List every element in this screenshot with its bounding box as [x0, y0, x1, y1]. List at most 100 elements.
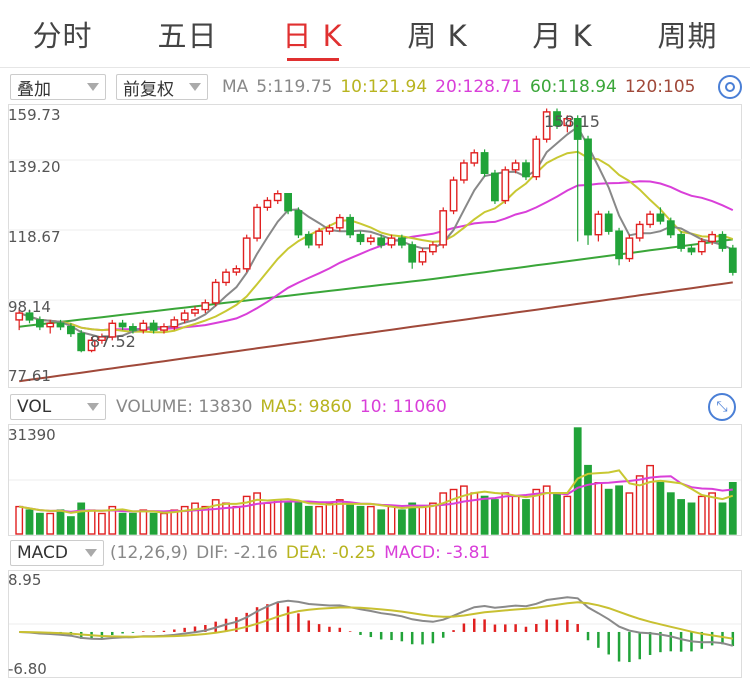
- candle-body: [108, 322, 117, 338]
- volume-bar: [656, 482, 665, 535]
- volume-bar: [180, 505, 189, 535]
- candle-body: [77, 332, 86, 352]
- price-panel: [8, 104, 742, 388]
- ma60-line: [19, 238, 733, 328]
- volume-bar: [728, 482, 737, 535]
- price-axis-top: 159.73: [8, 106, 61, 124]
- volume-bar: [408, 502, 417, 535]
- volume-bar: [573, 427, 582, 535]
- volume-value: VOLUME: 13830: [116, 397, 253, 417]
- candle-body: [222, 271, 230, 284]
- volume-bar: [718, 502, 727, 535]
- switch-icon[interactable]: ⤡: [708, 393, 736, 421]
- candle-body: [284, 192, 292, 212]
- macd-params: (12,26,9): [110, 543, 189, 563]
- period-tabs: 分时 五日 日 K 周 K 月 K 周期: [0, 0, 750, 68]
- tab-period[interactable]: 周期: [657, 18, 718, 53]
- volume-bar: [128, 512, 137, 535]
- volume-bar: [449, 488, 458, 535]
- ma60-value: 60:118.94: [530, 77, 617, 97]
- volume-bar: [294, 502, 303, 535]
- volume-bar: [201, 505, 210, 535]
- volume-ma10: 10: 11060: [359, 397, 447, 417]
- volume-bar: [460, 485, 468, 535]
- candle-body: [180, 312, 189, 321]
- ma10-line: [18, 150, 734, 334]
- candle-body: [232, 268, 241, 273]
- macd-indicator-dropdown[interactable]: MACD: [10, 540, 104, 566]
- candle-body: [615, 230, 624, 260]
- candle-body: [170, 319, 179, 328]
- candle-body: [398, 237, 406, 246]
- overlay-dropdown[interactable]: 叠加: [10, 74, 106, 100]
- chevron-down-icon: [189, 83, 201, 91]
- volume-bar: [284, 502, 292, 535]
- volume-bar: [708, 492, 717, 535]
- tab-daily-k[interactable]: 日 K: [250, 0, 375, 67]
- ma10-value: 10:121.94: [340, 77, 428, 97]
- candle-body: [418, 250, 427, 263]
- candle-body: [532, 138, 541, 178]
- candle-body: [697, 240, 706, 253]
- tab-monthly-k[interactable]: 月 K: [532, 18, 593, 53]
- candle-body: [356, 233, 365, 243]
- overlay-label: 叠加: [17, 79, 51, 100]
- volume-ma5: MA5: 9860: [260, 397, 352, 417]
- candle-body: [160, 326, 168, 331]
- candle-body: [604, 213, 613, 232]
- candle-body: [460, 162, 468, 181]
- candle-body: [15, 312, 24, 321]
- volume-bar: [398, 509, 406, 535]
- high-price-label: 158.15: [544, 112, 600, 131]
- candle-body: [718, 233, 727, 249]
- volume-bar: [242, 495, 251, 535]
- candle-body: [315, 230, 323, 246]
- volume-bar: [677, 499, 686, 535]
- candle-body: [325, 227, 334, 232]
- volume-bar: [366, 505, 375, 535]
- dea-value: DEA: -0.25: [285, 543, 377, 563]
- tab-intraday[interactable]: 分时: [32, 18, 93, 53]
- adjust-dropdown[interactable]: 前复权: [116, 74, 208, 100]
- price-axis-upper: 139.20: [8, 158, 61, 176]
- tab-five-day[interactable]: 五日: [157, 18, 218, 53]
- volume-bar: [304, 505, 313, 535]
- dea-line: [19, 601, 733, 640]
- volume-bar: [480, 495, 489, 535]
- candle-body: [66, 326, 75, 335]
- candle-body: [36, 319, 44, 328]
- price-axis-mid: 118.67: [8, 228, 61, 246]
- candle-body: [304, 233, 313, 246]
- volume-indicator-label: VOL: [17, 397, 52, 417]
- candle-body: [97, 336, 106, 341]
- volume-bar: [211, 499, 220, 535]
- candle-body: [346, 216, 354, 236]
- chevron-down-icon: [87, 83, 99, 91]
- volume-bar: [522, 499, 530, 535]
- candle-body: [429, 244, 437, 253]
- price-axis-lower: 98.14: [8, 298, 51, 316]
- candle-body: [408, 244, 417, 263]
- volume-indicator-dropdown[interactable]: VOL: [10, 394, 106, 420]
- kline-header: 叠加 前复权 MA 5:119.75 10:121.94 20:128.71 6…: [0, 70, 750, 104]
- macd-header: MACD (12,26,9) DIF: -2.16 DEA: -0.25 MAC…: [0, 536, 750, 570]
- candle-body: [56, 322, 65, 328]
- candle-body: [542, 111, 551, 140]
- volume-bar: [253, 492, 261, 535]
- tab-weekly-k[interactable]: 周 K: [407, 18, 468, 53]
- candle-body: [728, 247, 737, 273]
- ma5-value: 5:119.75: [256, 77, 333, 97]
- candle-body: [149, 322, 158, 331]
- volume-bar: [377, 509, 386, 535]
- gear-icon[interactable]: [718, 75, 742, 99]
- volume-bar: [491, 499, 499, 535]
- candle-body: [87, 339, 96, 352]
- volume-bar: [635, 475, 644, 535]
- candle-body: [191, 309, 199, 314]
- candle-body: [273, 192, 282, 202]
- candle-body: [687, 247, 696, 253]
- candle-body: [480, 152, 489, 175]
- volume-bar: [532, 488, 541, 535]
- volume-bar: [563, 495, 572, 535]
- volume-bar: [615, 485, 624, 535]
